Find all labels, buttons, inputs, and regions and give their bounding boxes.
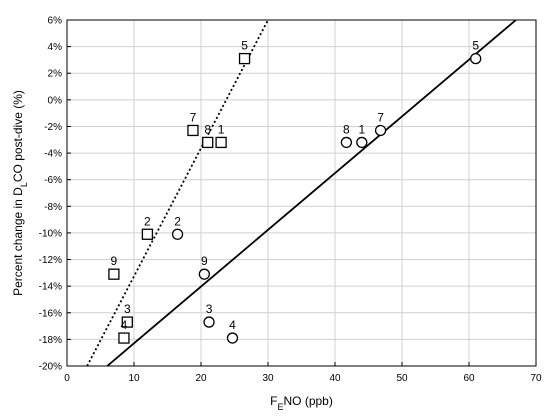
y-tick-label: -12% xyxy=(39,255,62,266)
square-point-1 xyxy=(215,136,227,149)
plot-frame xyxy=(66,19,537,367)
circle-point-3 xyxy=(203,316,215,328)
square-point-9 xyxy=(108,268,120,280)
square-point-label-5: 5 xyxy=(241,39,248,53)
y-tick-label: -16% xyxy=(39,308,62,319)
y-tick-label: -20% xyxy=(39,362,62,373)
y-tick-label: -14% xyxy=(39,282,62,293)
y-tick-label: -4% xyxy=(44,149,62,160)
x-tick-label: 40 xyxy=(329,373,341,384)
y-tick-label: 2% xyxy=(48,69,63,80)
y-axis-label-rest: CO post-dive (%) xyxy=(11,90,25,182)
circle-point-label-2: 2 xyxy=(174,214,181,228)
square-point-label-7: 7 xyxy=(190,110,197,124)
circle-point-4 xyxy=(226,332,239,344)
x-tick-label: 0 xyxy=(64,373,70,384)
circle-point-label-1: 1 xyxy=(358,122,365,136)
circle-point-8 xyxy=(340,136,353,149)
y-tick-label: -18% xyxy=(39,335,62,346)
circle-point-label-4: 4 xyxy=(229,318,236,332)
circle-point-label-7: 7 xyxy=(377,110,384,124)
y-tick-label: 6% xyxy=(48,16,63,27)
square-point-label-4: 4 xyxy=(121,318,128,332)
x-tick-label: 70 xyxy=(530,373,542,384)
circle-point-7 xyxy=(374,124,387,137)
circle-point-label-5: 5 xyxy=(472,39,479,53)
y-tick-label: 4% xyxy=(48,42,63,53)
x-axis-label: FENO (ppb) xyxy=(270,394,333,412)
square-point-5 xyxy=(238,52,251,65)
circle-point-5 xyxy=(470,52,482,65)
square-point-8 xyxy=(202,136,214,149)
square-point-3 xyxy=(121,316,133,328)
y-axis-label-sub: L xyxy=(19,182,29,187)
circle-point-2 xyxy=(171,228,184,240)
x-tick-label: 10 xyxy=(128,373,140,384)
x-axis-label-main: F xyxy=(270,394,277,408)
square-point-label-2: 2 xyxy=(144,214,151,228)
square-series-fit-line xyxy=(86,20,269,366)
square-point-label-3: 3 xyxy=(124,302,131,316)
x-axis-label-sub: E xyxy=(277,402,283,412)
circle-point-label-8: 8 xyxy=(343,122,350,136)
data-points xyxy=(108,52,482,344)
square-point-label-9: 9 xyxy=(111,254,118,268)
circle-point-label-3: 3 xyxy=(206,302,213,316)
circle-point-1 xyxy=(356,136,368,149)
y-tick-label: -2% xyxy=(44,122,62,133)
x-tick-label: 20 xyxy=(195,373,207,384)
circle-series-fit-line xyxy=(106,20,517,366)
y-axis-label: Percent change in DLCO post-dive (%) xyxy=(11,90,29,296)
circle-point-9 xyxy=(198,268,211,280)
x-tick-label: 30 xyxy=(262,373,274,384)
y-tick-label: -6% xyxy=(44,175,62,186)
y-tick-label: -8% xyxy=(44,202,62,213)
x-tick-label: 50 xyxy=(396,373,408,384)
circle-point-label-9: 9 xyxy=(201,254,208,268)
tick-labels: 0 10 20 30 40 50 60 70 -20% -18% -16% -14% -12% -10% -… xyxy=(39,16,542,385)
square-point-7 xyxy=(187,124,199,137)
x-axis-label-rest: NO (ppb) xyxy=(284,394,333,408)
square-point-4 xyxy=(118,332,130,344)
y-tick-label: -10% xyxy=(39,228,62,239)
fit-lines xyxy=(86,20,517,366)
x-tick-label: 60 xyxy=(463,373,475,384)
square-point-2 xyxy=(141,228,154,240)
grid xyxy=(66,19,537,367)
square-point-label-8: 8 xyxy=(204,122,211,136)
y-tick-label: 0% xyxy=(48,95,63,106)
square-point-label-1: 1 xyxy=(218,122,225,136)
y-axis-label-main: Percent change in D xyxy=(11,187,25,296)
